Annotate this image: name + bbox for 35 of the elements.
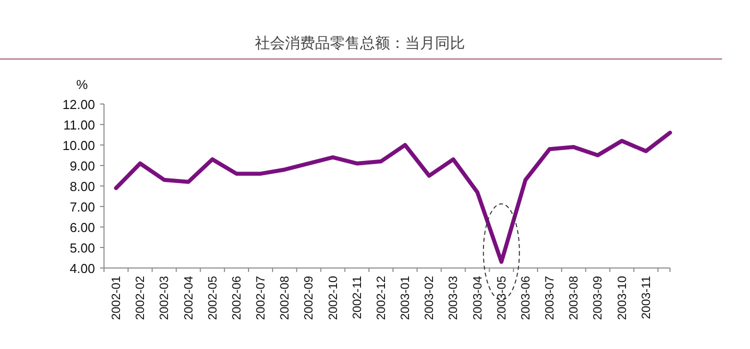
y-axis-title: % [76, 77, 88, 92]
x-tick-label: 2003-08 [566, 276, 581, 320]
x-tick-label: 2003-06 [518, 276, 532, 320]
x-tick-label: 2003-10 [614, 276, 629, 320]
x-tick-label: 2002-05 [205, 276, 220, 320]
y-tick-label: 5.00 [70, 240, 95, 256]
y-tick-label: 10.00 [62, 138, 95, 153]
x-tick-label: 2002-01 [109, 276, 124, 320]
x-tick-label: 2002-10 [326, 276, 340, 320]
x-tick-label: 2002-11 [350, 276, 364, 320]
y-tick-label: 4.00 [70, 261, 95, 276]
x-tick-label: 2003-02 [422, 276, 436, 320]
x-tick-label: 2003-04 [470, 276, 484, 320]
x-tick-label: 2002-02 [133, 276, 148, 320]
x-tick-label: 2002-03 [157, 276, 172, 320]
x-tick-label: 2002-06 [229, 276, 244, 320]
x-tick-label: 2002-07 [254, 276, 268, 320]
x-tick-label: 2003-09 [590, 276, 605, 320]
line-series [114, 130, 672, 264]
x-tick-label: 2003-07 [542, 276, 557, 320]
y-tick-label: 7.00 [70, 200, 95, 214]
x-tick-label: 2003-03 [446, 276, 460, 320]
y-tick-label: 8.00 [70, 179, 95, 194]
x-tick-label: 2002-08 [278, 276, 292, 320]
y-tick-label: 9.00 [70, 158, 95, 174]
x-tick-label: 2002-09 [302, 276, 316, 320]
y-tick-label: 12.00 [62, 97, 95, 112]
x-tick-label: 2003-01 [398, 276, 412, 320]
x-tick-label: 2002-12 [374, 276, 388, 320]
x-tick-label: 2003-05 [494, 276, 508, 320]
y-tick-label: 6.00 [70, 220, 95, 235]
y-tick-label: 11.00 [63, 118, 95, 132]
x-tick-label: 2002-04 [181, 276, 196, 320]
chart-title: 社会消费品零售总额：当月同比 [255, 35, 465, 52]
x-tick-label: 2003-11 [638, 276, 653, 320]
